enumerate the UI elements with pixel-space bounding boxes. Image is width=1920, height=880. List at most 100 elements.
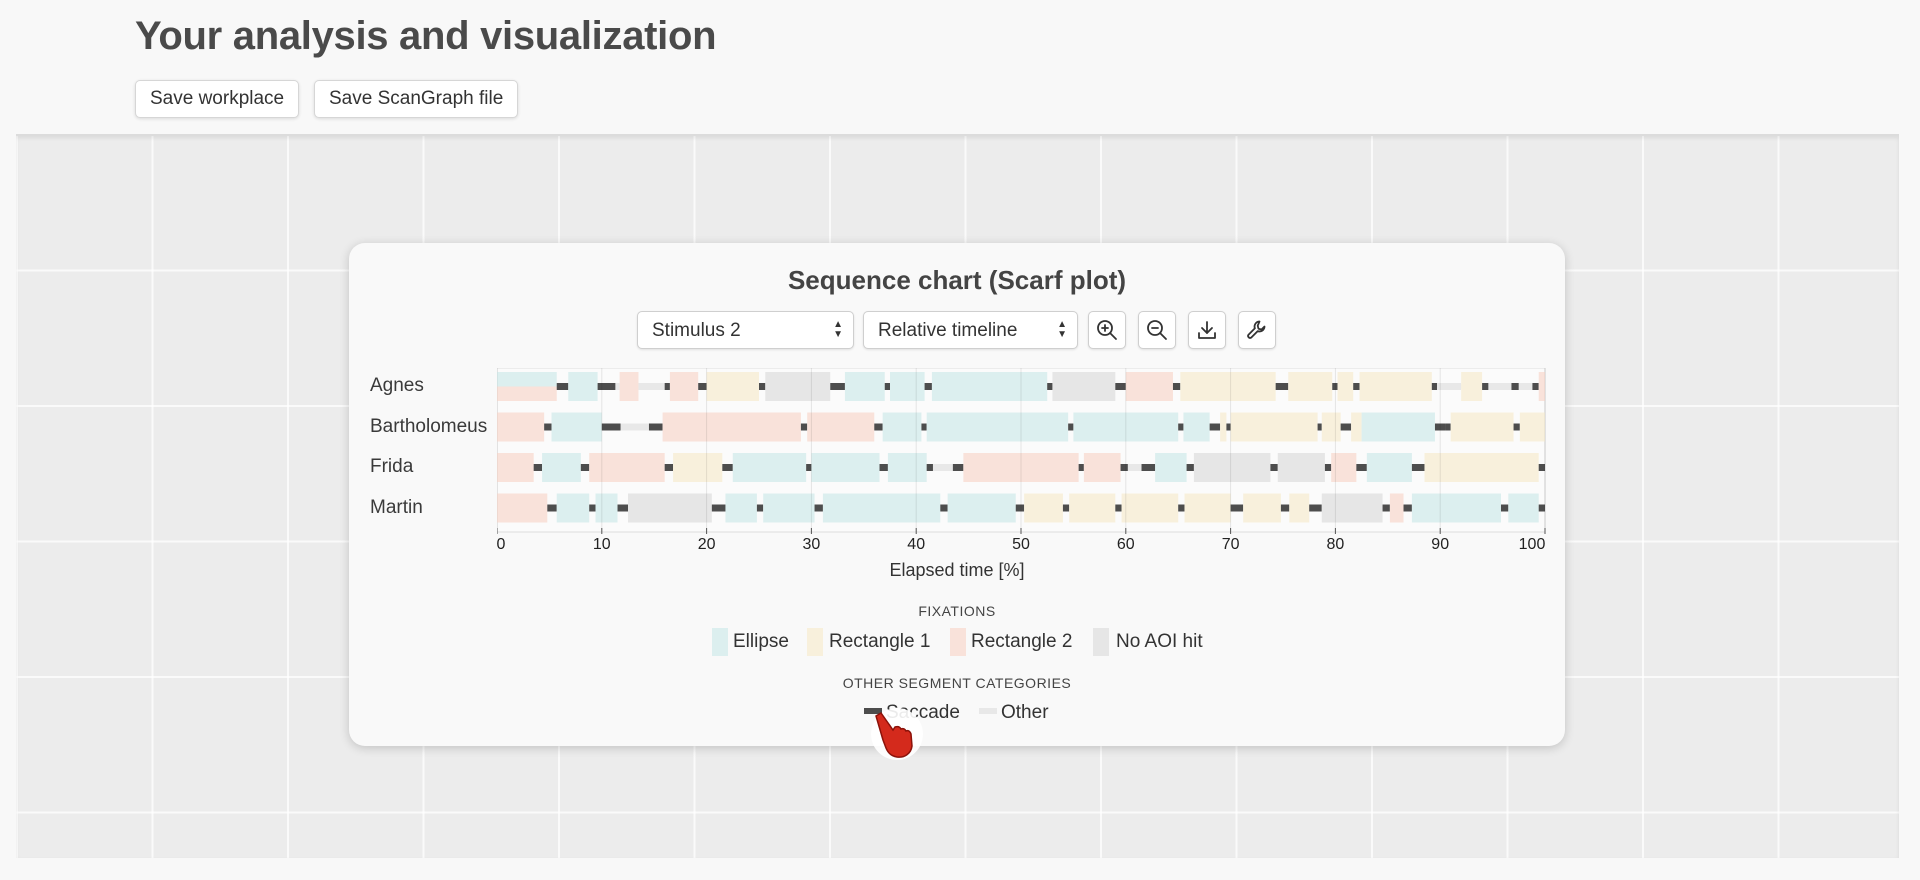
segment-ellipse[interactable] <box>497 372 557 387</box>
segment-saccade[interactable] <box>556 383 569 390</box>
segment-rectangle1[interactable] <box>1288 372 1333 401</box>
segment-ellipse[interactable] <box>811 453 880 482</box>
segment-rectangle1[interactable] <box>1024 493 1063 523</box>
segment-saccade[interactable] <box>1120 464 1128 471</box>
segment-saccade[interactable] <box>1209 423 1221 431</box>
segment-saccade[interactable] <box>601 423 621 431</box>
segment-saccade[interactable] <box>884 383 890 390</box>
legend-item-rectangle1[interactable]: Rectangle 1 <box>829 631 931 652</box>
segment-other[interactable] <box>638 383 665 390</box>
segment-saccade[interactable] <box>1538 504 1545 512</box>
segment-saccade[interactable] <box>1280 504 1290 512</box>
legend-item-ellipse[interactable]: Ellipse <box>733 631 789 652</box>
segment-saccade[interactable] <box>879 464 888 471</box>
segment-rectangle1[interactable] <box>673 453 723 482</box>
segment-ellipse[interactable] <box>1411 493 1501 523</box>
segment-saccade[interactable] <box>806 464 812 471</box>
zoom-in-button[interactable] <box>1088 311 1126 349</box>
segment-saccade[interactable] <box>1317 423 1322 431</box>
segment-noaoi[interactable] <box>1193 453 1271 482</box>
segment-ellipse[interactable] <box>887 453 927 482</box>
segment-saccade[interactable] <box>533 464 543 471</box>
segment-saccade[interactable] <box>589 504 596 512</box>
segment-saccade[interactable] <box>1532 383 1539 390</box>
stimulus-select[interactable]: Stimulus 2 ▲ ▼ <box>637 311 854 349</box>
settings-button[interactable] <box>1238 311 1276 349</box>
segment-noaoi[interactable] <box>1277 453 1325 482</box>
segment-ellipse[interactable] <box>595 493 618 523</box>
segment-rectangle2[interactable] <box>1389 493 1404 523</box>
segment-ellipse[interactable] <box>1361 412 1435 442</box>
segment-saccade[interactable] <box>1275 383 1289 390</box>
segment-saccade[interactable] <box>664 383 670 390</box>
segment-saccade[interactable] <box>1500 504 1509 512</box>
segment-ellipse[interactable] <box>732 453 807 482</box>
segment-saccade[interactable] <box>814 504 823 512</box>
segment-saccade[interactable] <box>1513 423 1520 431</box>
segment-saccade[interactable] <box>1178 423 1184 431</box>
segment-rectangle2[interactable] <box>1083 453 1121 482</box>
save-scangraph-file-button[interactable]: Save ScanGraph file <box>314 80 519 118</box>
segment-ellipse[interactable] <box>844 372 885 401</box>
segment-rectangle1[interactable] <box>1461 372 1483 401</box>
segment-saccade[interactable] <box>800 423 808 431</box>
segment-saccade[interactable] <box>926 464 933 471</box>
segment-rectangle2[interactable] <box>662 412 801 442</box>
segment-saccade[interactable] <box>547 504 557 512</box>
segment-saccade[interactable] <box>1445 423 1451 431</box>
segment-saccade[interactable] <box>1411 464 1425 471</box>
segment-saccade[interactable] <box>664 464 674 471</box>
segment-saccade[interactable] <box>1062 504 1070 512</box>
segment-rectangle2[interactable] <box>1125 372 1173 401</box>
segment-saccade[interactable] <box>1078 464 1084 471</box>
segment-saccade[interactable] <box>1340 423 1352 431</box>
segment-saccade[interactable] <box>1382 504 1390 512</box>
segment-saccade[interactable] <box>924 383 932 390</box>
segment-saccade[interactable] <box>1332 383 1338 390</box>
segment-saccade[interactable] <box>617 504 628 512</box>
segment-rectangle1[interactable] <box>1220 412 1227 442</box>
segment-saccade[interactable] <box>711 504 726 512</box>
segment-ellipse[interactable] <box>556 493 590 523</box>
segment-ellipse[interactable] <box>882 412 922 442</box>
segment-rectangle1[interactable] <box>1243 493 1281 523</box>
timeline-select[interactable]: Relative timeline ▲ ▼ <box>863 311 1078 349</box>
segment-saccade[interactable] <box>921 423 927 431</box>
segment-rectangle1[interactable] <box>1351 412 1362 442</box>
segment-saccade[interactable] <box>1270 464 1278 471</box>
save-workplace-button[interactable]: Save workplace <box>135 80 300 118</box>
segment-saccade[interactable] <box>1511 383 1519 390</box>
segment-saccade[interactable] <box>940 504 948 512</box>
segment-other[interactable] <box>1518 383 1533 390</box>
segment-ellipse[interactable] <box>931 372 1048 401</box>
segment-rectangle2[interactable] <box>807 412 875 442</box>
legend-item-other[interactable]: Other <box>1001 702 1049 723</box>
segment-rectangle1[interactable] <box>706 372 759 401</box>
segment-rectangle2[interactable] <box>1331 453 1357 482</box>
segment-saccade[interactable] <box>1538 464 1545 471</box>
segment-saccade[interactable] <box>1309 504 1322 512</box>
segment-saccade[interactable] <box>1172 383 1181 390</box>
segment-saccade[interactable] <box>1178 504 1185 512</box>
segment-saccade[interactable] <box>1431 383 1438 390</box>
segment-saccade[interactable] <box>1226 423 1231 431</box>
segment-saccade[interactable] <box>874 423 883 431</box>
segment-saccade[interactable] <box>597 383 616 390</box>
segment-saccade[interactable] <box>1230 504 1244 512</box>
segment-saccade[interactable] <box>952 464 964 471</box>
segment-rectangle2[interactable] <box>497 493 548 523</box>
segment-saccade[interactable] <box>1403 504 1412 512</box>
segment-noaoi[interactable] <box>628 493 712 523</box>
segment-saccade[interactable] <box>1115 383 1126 390</box>
segment-rectangle2[interactable] <box>497 386 557 402</box>
segment-rectangle1[interactable] <box>1180 372 1276 401</box>
segment-noaoi[interactable] <box>1052 372 1116 401</box>
segment-saccade[interactable] <box>722 464 733 471</box>
legend-item-rectangle2[interactable]: Rectangle 2 <box>971 631 1073 652</box>
segment-rectangle1[interactable] <box>1184 493 1231 523</box>
segment-rectangle1[interactable] <box>1450 412 1514 442</box>
segment-saccade[interactable] <box>698 383 707 390</box>
segment-rectangle2[interactable] <box>497 412 545 442</box>
segment-ellipse[interactable] <box>1183 412 1210 442</box>
download-button[interactable] <box>1188 311 1226 349</box>
